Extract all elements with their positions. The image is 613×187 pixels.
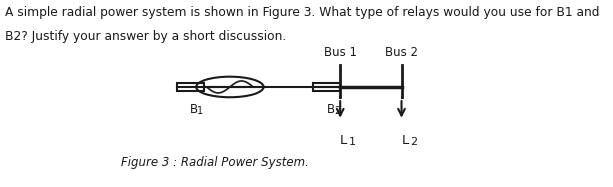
Text: L: L (402, 134, 409, 147)
Text: Bus 1: Bus 1 (324, 46, 357, 59)
Text: 1: 1 (197, 106, 204, 116)
Text: B: B (327, 103, 335, 116)
Bar (313, 83, 340, 91)
Text: A simple radial power system is shown in Figure 3. What type of relays would you: A simple radial power system is shown in… (5, 6, 600, 19)
Text: Bus 2: Bus 2 (385, 46, 418, 59)
Text: L: L (340, 134, 348, 147)
Text: 2: 2 (334, 106, 340, 116)
Text: Figure 3 : Radial Power System.: Figure 3 : Radial Power System. (121, 156, 308, 169)
Text: 1: 1 (349, 137, 356, 146)
Text: 2: 2 (410, 137, 417, 146)
Text: B2? Justify your answer by a short discussion.: B2? Justify your answer by a short discu… (5, 30, 286, 43)
Text: B: B (190, 103, 198, 116)
Bar (177, 83, 204, 91)
